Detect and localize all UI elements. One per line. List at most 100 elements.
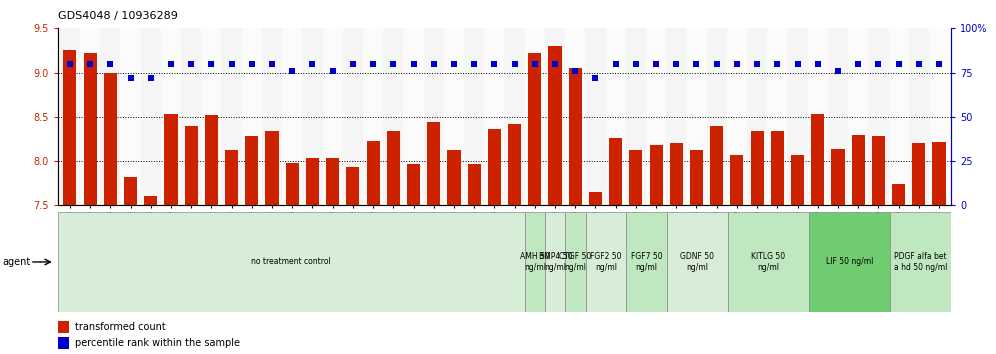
Bar [164,114,177,205]
Text: LIF 50 ng/ml: LIF 50 ng/ml [826,257,873,267]
Point [769,61,785,67]
Bar [791,155,804,205]
Point [668,61,684,67]
Bar [747,28,767,205]
Point [103,61,119,67]
Bar [811,114,825,205]
Bar [686,28,706,205]
Bar [728,212,809,312]
Text: no treatment control: no treatment control [251,257,331,267]
Point [851,61,867,67]
Bar [467,164,481,205]
Point [627,61,643,67]
Point [446,61,462,67]
Bar [667,212,728,312]
Bar [872,136,885,205]
Bar [347,167,360,205]
Bar [225,150,238,205]
Point [123,75,138,81]
Point [466,61,482,67]
Bar [545,212,566,312]
Bar [586,212,626,312]
Point [527,61,543,67]
Bar [809,212,890,312]
Bar [363,28,383,205]
Bar [101,28,121,205]
Bar [625,28,646,205]
Bar [788,28,808,205]
Bar [121,28,140,205]
Point [729,61,745,67]
Bar [262,28,282,205]
Point [608,61,623,67]
Bar [201,28,221,205]
Bar [60,28,80,205]
Point [203,61,219,67]
Point [648,61,664,67]
Bar [649,145,662,205]
Point [871,61,886,67]
Bar [606,28,625,205]
Point [810,61,826,67]
Bar [504,28,525,205]
Point [82,61,98,67]
Point [790,61,806,67]
Bar [464,28,484,205]
Bar [767,28,788,205]
Text: PDGF alfa bet
a hd 50 ng/ml: PDGF alfa bet a hd 50 ng/ml [894,252,947,272]
Bar [832,149,845,205]
Bar [929,28,949,205]
Point [325,68,341,74]
Bar [383,28,403,205]
Point [486,61,502,67]
Bar [730,155,743,205]
Point [62,61,78,67]
Bar [303,28,323,205]
Bar [525,28,545,205]
Point [547,61,563,67]
Bar [403,28,423,205]
Point [931,61,947,67]
Bar [286,163,299,205]
Bar [892,184,905,205]
Bar [629,149,642,205]
Point [568,68,584,74]
Bar [84,53,97,205]
Bar [144,195,157,205]
Bar [669,143,683,205]
Bar [205,115,218,205]
Bar [565,28,586,205]
Point [244,61,260,67]
Bar [888,28,908,205]
Text: FGF2 50
ng/ml: FGF2 50 ng/ml [591,252,622,272]
Bar [140,28,161,205]
Bar [848,28,869,205]
Bar [221,28,242,205]
Point [305,61,321,67]
Text: CTGF 50
ng/ml: CTGF 50 ng/ml [560,252,592,272]
Bar [666,28,686,205]
Point [588,75,604,81]
Point [163,61,179,67]
Text: GDS4048 / 10936289: GDS4048 / 10936289 [58,11,177,21]
Point [366,61,381,67]
Text: AMH 50
ng/ml: AMH 50 ng/ml [520,252,550,272]
Bar [808,28,828,205]
Point [405,61,421,67]
Text: FGF7 50
ng/ml: FGF7 50 ng/ml [630,252,662,272]
Bar [771,131,784,205]
Bar [566,212,586,312]
Bar [569,68,582,205]
Point [890,61,906,67]
Bar [407,164,420,205]
Point [284,68,300,74]
Bar [890,212,951,312]
Bar [610,138,622,205]
Point [385,61,401,67]
Bar [423,28,444,205]
Bar [58,337,69,349]
Bar [444,28,464,205]
Text: GDNF 50
ng/ml: GDNF 50 ng/ml [680,252,714,272]
Bar [323,28,343,205]
Point [911,61,927,67]
